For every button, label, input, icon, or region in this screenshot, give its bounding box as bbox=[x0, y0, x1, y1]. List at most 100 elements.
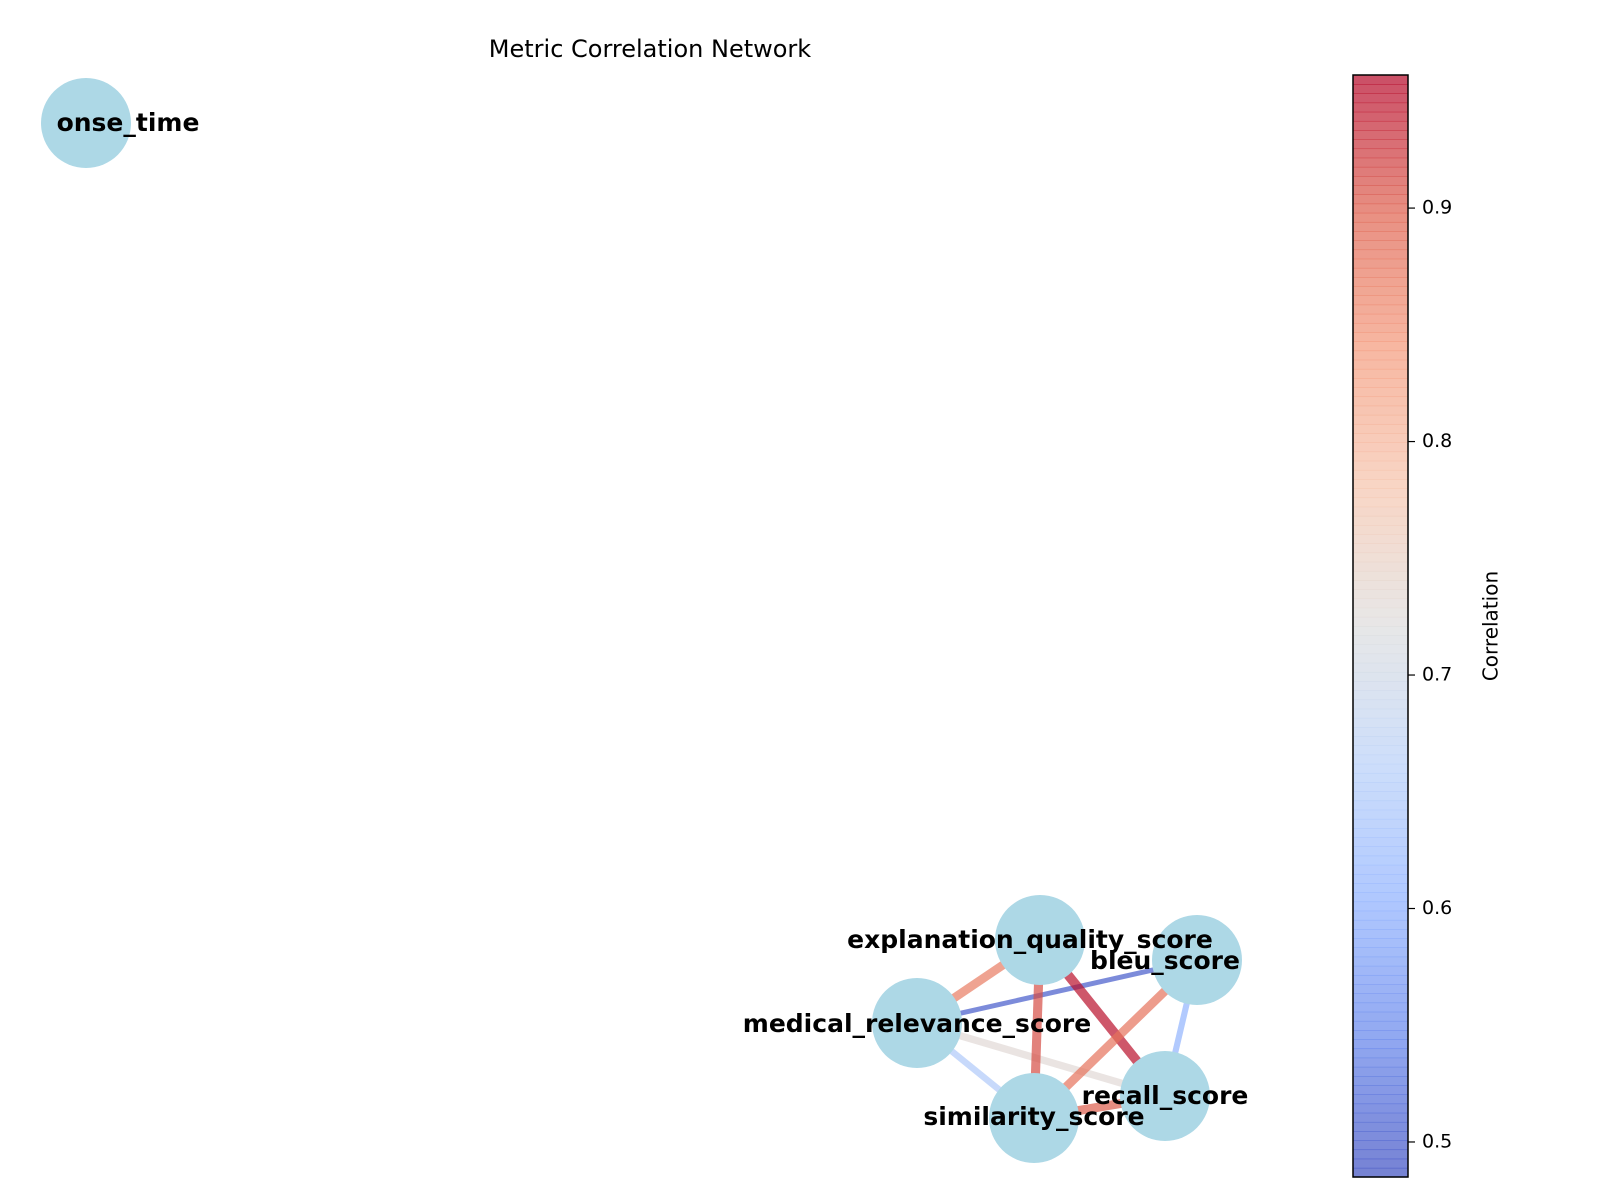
colorbar-segment bbox=[1353, 396, 1408, 407]
colorbar-segment bbox=[1353, 212, 1408, 223]
colorbar-segment bbox=[1353, 772, 1408, 783]
node-label-explanation_quality_score: explanation_quality_score bbox=[847, 925, 1213, 954]
node-label-bleu_score: bleu_score bbox=[1090, 946, 1240, 975]
colorbar-segment bbox=[1353, 800, 1408, 811]
colorbar-tick-label: 0.6 bbox=[1422, 897, 1452, 919]
colorbar-segment bbox=[1353, 469, 1408, 480]
colorbar-segment bbox=[1353, 855, 1408, 866]
colorbar-segment bbox=[1353, 910, 1408, 921]
node-recall_score bbox=[1120, 1051, 1210, 1141]
colorbar-segment bbox=[1353, 322, 1408, 333]
colorbar-segment bbox=[1353, 515, 1408, 526]
colorbar-segment bbox=[1353, 616, 1408, 627]
colorbar-segment bbox=[1353, 1167, 1408, 1178]
colorbar-segment bbox=[1353, 543, 1408, 554]
colorbar-segment bbox=[1353, 1121, 1408, 1132]
colorbar-segment bbox=[1353, 607, 1408, 618]
colorbar-segment bbox=[1353, 1094, 1408, 1105]
colorbar-segment bbox=[1353, 782, 1408, 792]
colorbar-segment bbox=[1353, 378, 1408, 388]
colorbar-segment bbox=[1353, 479, 1408, 489]
colorbar-segment bbox=[1353, 84, 1408, 94]
colorbar-segment bbox=[1353, 221, 1408, 232]
colorbar-segment bbox=[1353, 130, 1408, 140]
colorbar-segment bbox=[1353, 249, 1408, 260]
colorbar-segment bbox=[1353, 460, 1408, 471]
node-label-recall_score: recall_score bbox=[1082, 1081, 1249, 1110]
colorbar-segment bbox=[1353, 947, 1408, 958]
colorbar-segment bbox=[1353, 524, 1408, 535]
colorbar-segment bbox=[1353, 442, 1408, 453]
colorbar-segment bbox=[1353, 699, 1408, 710]
node-bleu_score bbox=[1152, 915, 1242, 1005]
colorbar-segment bbox=[1353, 754, 1408, 765]
colorbar-segment bbox=[1353, 176, 1408, 186]
colorbar-segment bbox=[1353, 157, 1408, 168]
colorbar-segment bbox=[1353, 690, 1408, 701]
colorbar-segment bbox=[1353, 1057, 1408, 1068]
colorbar-segment bbox=[1353, 194, 1408, 205]
colorbar-segment bbox=[1353, 873, 1408, 884]
colorbar-segment bbox=[1353, 837, 1408, 847]
colorbar-segment bbox=[1353, 965, 1408, 976]
colorbar-segment bbox=[1353, 497, 1408, 508]
colorbar-tick-label: 0.7 bbox=[1422, 664, 1452, 686]
node-label-medical_relevance_score: medical_relevance_score bbox=[743, 1009, 1091, 1038]
colorbar-segment bbox=[1353, 828, 1408, 838]
node-explanation_quality_score bbox=[995, 895, 1085, 985]
colorbar-segment bbox=[1353, 1103, 1408, 1114]
colorbar-segment bbox=[1353, 93, 1408, 104]
node-label-layer: onse_time explanation_quality_scorebleu_s… bbox=[57, 108, 1249, 1131]
colorbar-segment bbox=[1353, 341, 1408, 352]
colorbar-segment bbox=[1353, 892, 1408, 903]
colorbar-segment bbox=[1353, 901, 1408, 912]
colorbar-segment bbox=[1353, 1039, 1408, 1050]
colorbar-segment bbox=[1353, 75, 1408, 85]
colorbar-segment bbox=[1353, 267, 1408, 278]
colorbar-segment bbox=[1353, 1002, 1408, 1013]
node-label-response_time: onse_time bbox=[57, 108, 200, 137]
colorbar-segment bbox=[1353, 368, 1408, 379]
colorbar-segment bbox=[1353, 681, 1408, 691]
colorbar-segment bbox=[1353, 313, 1408, 324]
colorbar-tick-label: 0.8 bbox=[1422, 430, 1452, 452]
colorbar-segment bbox=[1353, 745, 1408, 756]
colorbar-segment bbox=[1353, 708, 1408, 719]
colorbar-segment bbox=[1353, 1131, 1408, 1141]
colorbar-segment bbox=[1353, 626, 1408, 636]
node-response_time bbox=[41, 78, 131, 168]
colorbar-segment bbox=[1353, 451, 1408, 462]
colorbar-segment bbox=[1353, 387, 1408, 398]
colorbar-segment bbox=[1353, 1158, 1408, 1169]
colorbar-segment bbox=[1353, 956, 1408, 967]
colorbar-segment bbox=[1353, 662, 1408, 673]
colorbar-tick-label: 0.9 bbox=[1422, 197, 1452, 219]
colorbar-segment bbox=[1353, 598, 1408, 609]
colorbar-segment bbox=[1353, 231, 1408, 241]
colorbar-segment bbox=[1353, 1140, 1408, 1151]
colorbar-segment bbox=[1353, 1112, 1408, 1123]
colorbar: 0.5 0.6 0.7 0.8 0.9 Correlation bbox=[1352, 74, 1503, 1178]
colorbar-segment bbox=[1353, 1075, 1408, 1086]
colorbar-segment bbox=[1353, 277, 1408, 287]
colorbar-segment bbox=[1353, 286, 1408, 296]
colorbar-segment bbox=[1353, 1085, 1408, 1095]
colorbar-segment bbox=[1353, 120, 1408, 131]
colorbar-segment bbox=[1353, 166, 1408, 177]
colorbar-segment bbox=[1353, 653, 1408, 664]
node-medical_relevance_score bbox=[872, 978, 962, 1068]
colorbar-segment bbox=[1353, 433, 1408, 443]
colorbar-segment bbox=[1353, 883, 1408, 893]
colorbar-segment bbox=[1353, 414, 1408, 425]
colorbar-segment bbox=[1353, 506, 1408, 517]
colorbar-segment bbox=[1353, 1066, 1408, 1077]
colorbar-segment bbox=[1353, 929, 1408, 939]
colorbar-segment bbox=[1353, 1149, 1408, 1160]
colorbar-segment bbox=[1353, 717, 1408, 728]
node-layer bbox=[41, 78, 1242, 1163]
chart-title: Metric Correlation Network bbox=[489, 35, 812, 63]
colorbar-segment bbox=[1353, 589, 1408, 600]
colorbar-segment bbox=[1353, 240, 1408, 251]
colorbar-tick-label: 0.5 bbox=[1422, 1130, 1452, 1152]
colorbar-segment bbox=[1353, 727, 1408, 737]
